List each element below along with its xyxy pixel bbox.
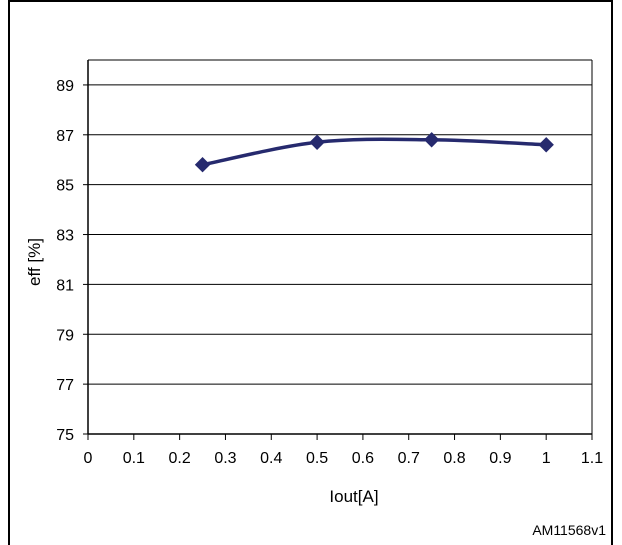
data-point-marker: [194, 157, 211, 173]
y-tick-label: 85: [56, 178, 74, 195]
y-tick-label: 75: [56, 427, 74, 444]
data-point-marker: [538, 137, 554, 153]
x-axis-label: Iout[A]: [329, 487, 378, 506]
x-tick-label: 0.4: [260, 450, 282, 467]
figure-frame: [8, 0, 613, 545]
x-tick-label: 1.1: [581, 450, 603, 467]
x-tick-labels: 0 0.1 0.2 0.3 0.4 0.5 0.6 0.7 0.8 0.9 1 1.1: [84, 450, 604, 467]
y-tick-label: 83: [56, 228, 74, 245]
x-tick-label: 0.6: [352, 450, 374, 467]
data-point-marker: [309, 134, 325, 150]
y-tick-label: 81: [56, 277, 74, 294]
x-tick-label: 0.9: [489, 450, 511, 467]
y-tick-label: 87: [56, 128, 74, 145]
x-tick-label: 1: [542, 450, 551, 467]
y-tick-label: 77: [56, 377, 74, 394]
y-tick-label: 89: [56, 78, 74, 95]
series: [194, 132, 554, 173]
x-tick-label: 0: [84, 450, 93, 467]
grid-lines: [88, 59, 593, 435]
data-point-marker: [423, 132, 440, 148]
figure-code: AM11568v1: [532, 522, 606, 538]
y-axis-label: eff [%]: [25, 238, 44, 286]
x-tick-label: 0.5: [306, 450, 328, 467]
y-tick-label: 79: [56, 327, 74, 344]
axes: [83, 60, 593, 440]
x-tick-label: 0.7: [398, 450, 420, 467]
x-tick-label: 0.8: [443, 450, 465, 467]
x-tick-label: 0.3: [214, 450, 236, 467]
x-tick-label: 0.2: [169, 450, 191, 467]
series-line: [202, 137, 547, 167]
x-tick-label: 0.1: [123, 450, 145, 467]
y-tick-labels: 75 77 79 81 83 85 87 89: [56, 78, 74, 444]
